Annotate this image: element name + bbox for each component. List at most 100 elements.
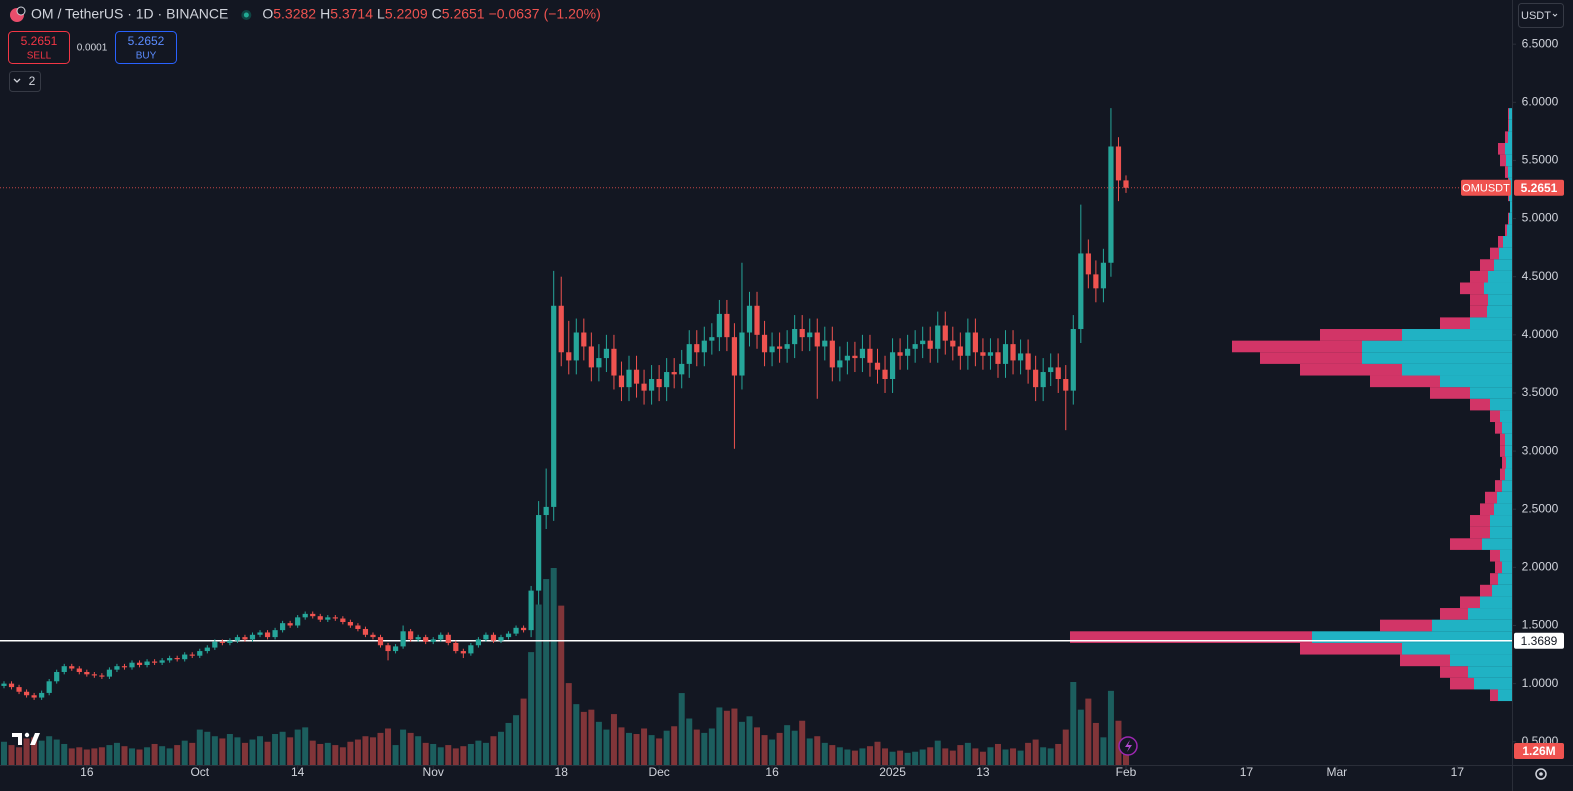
settings-icon[interactable] xyxy=(1535,768,1547,780)
candle-body xyxy=(317,616,323,620)
volume-bar xyxy=(942,748,949,765)
y-tick-label: 1.5000 xyxy=(1522,618,1559,632)
volume-bar xyxy=(497,731,504,765)
profile-up xyxy=(1362,340,1512,353)
x-tick-label: 16 xyxy=(80,765,94,779)
volume-bar xyxy=(1115,720,1122,765)
profile-down xyxy=(1470,294,1488,306)
candle-body xyxy=(69,666,75,669)
volume-bar xyxy=(648,735,655,765)
volume-bar xyxy=(166,748,173,765)
header-text: (−1.20%) xyxy=(544,6,601,22)
currency-button[interactable] xyxy=(1518,3,1564,28)
volume-label: 1.26M xyxy=(1522,744,1555,758)
profile-down xyxy=(1505,131,1508,144)
volume-bar xyxy=(663,730,670,765)
profile-down xyxy=(1380,619,1432,632)
y-tick-label: 6.0000 xyxy=(1522,94,1559,108)
y-tick-label: 4.0000 xyxy=(1522,327,1559,341)
lightning-icon xyxy=(1125,740,1132,752)
symbol-icon-badge xyxy=(16,6,26,16)
x-tick-label: Oct xyxy=(190,765,209,779)
profile-down xyxy=(1490,573,1498,585)
volume-bar xyxy=(1100,737,1107,765)
volume-bar xyxy=(1010,748,1017,765)
profile-down xyxy=(1480,584,1492,597)
volume-bar xyxy=(294,729,301,765)
profile-down xyxy=(1490,689,1498,702)
header: OM / TetherUS · 1D · BINANCE O 5.3282 H 5.37… xyxy=(31,6,601,22)
profile-down xyxy=(1508,108,1509,120)
volume-bar xyxy=(746,716,753,765)
profile-down xyxy=(1440,608,1468,620)
volume-bar xyxy=(76,747,83,765)
candle-body xyxy=(596,358,602,368)
candle-body xyxy=(16,687,22,692)
candle-body xyxy=(453,642,459,652)
volume-bar xyxy=(264,741,271,765)
volume-bar xyxy=(656,738,663,765)
volume-bar xyxy=(866,746,873,765)
profile-down xyxy=(1500,433,1505,446)
profile-down xyxy=(1480,503,1494,516)
volume-bar xyxy=(678,693,685,765)
volume-bar xyxy=(362,736,369,765)
profile-down xyxy=(1508,119,1509,132)
volume-bar xyxy=(38,740,45,765)
buy-button[interactable] xyxy=(115,31,177,64)
logo-part xyxy=(12,733,22,745)
spread: 0.0001 xyxy=(77,43,108,54)
x-tick-label: 17 xyxy=(1240,765,1254,779)
candle-body xyxy=(807,332,813,338)
volume-bar xyxy=(1017,750,1024,765)
volume-bar xyxy=(791,730,798,765)
candle-body xyxy=(242,637,248,640)
volume-bar xyxy=(437,747,444,765)
candle-body xyxy=(39,692,45,698)
x-tick-label: 18 xyxy=(555,765,569,779)
candle-body xyxy=(648,379,655,391)
candle-body xyxy=(1010,344,1016,361)
profile-down xyxy=(1500,468,1505,481)
volume-bar xyxy=(354,739,361,765)
candle-body xyxy=(423,637,429,642)
volume-bar xyxy=(754,727,761,765)
profile-down xyxy=(1300,363,1402,376)
profile-up xyxy=(1488,294,1512,306)
candle-body xyxy=(91,674,97,676)
candle-body xyxy=(347,621,353,626)
x-tick-label: 17 xyxy=(1451,765,1465,779)
profile-down xyxy=(1430,387,1470,399)
candle-body xyxy=(136,662,143,666)
candle-body xyxy=(1017,353,1024,361)
profile-down xyxy=(1500,154,1506,167)
candle-body xyxy=(385,645,391,652)
x-tick-label: Dec xyxy=(648,765,669,779)
candle-body xyxy=(370,634,376,638)
candle-body xyxy=(498,637,504,641)
candle-body xyxy=(995,352,1001,364)
candle-body xyxy=(490,634,497,641)
profile-down xyxy=(1260,352,1362,364)
volume-bar xyxy=(324,742,331,765)
sell-button[interactable] xyxy=(8,31,70,64)
volume-bar xyxy=(912,751,919,765)
candle-body xyxy=(724,313,730,338)
volume-bar xyxy=(723,710,730,765)
candle-body xyxy=(445,634,451,643)
candle-body xyxy=(174,658,180,660)
indicators-toggle[interactable] xyxy=(9,71,41,92)
profile-up xyxy=(1508,131,1512,144)
volume-bar xyxy=(550,568,557,765)
volume-bar xyxy=(851,750,858,765)
candle-body xyxy=(852,355,858,359)
volume-bar xyxy=(784,725,791,765)
header-text: 5.3714 xyxy=(330,6,373,22)
volume-bar xyxy=(490,736,497,765)
candle-body xyxy=(837,360,843,368)
profile-up xyxy=(1502,561,1512,574)
x-tick-label: 16 xyxy=(765,765,779,779)
y-tick-label: 2.0000 xyxy=(1522,560,1559,574)
volume-bar xyxy=(558,605,565,765)
candle-body xyxy=(581,332,587,347)
